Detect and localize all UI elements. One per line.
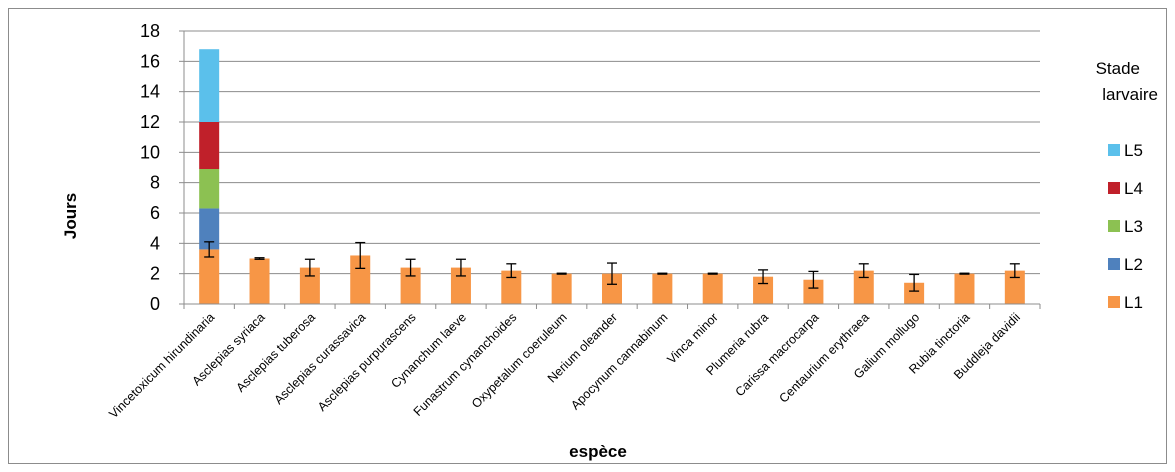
y-tick-label: 6 [150,203,160,223]
error-bar [758,269,769,285]
y-tick-label: 8 [150,173,160,193]
error-bar [959,272,970,275]
bar-l3 [199,169,220,209]
error-bar [355,241,366,270]
error-bar [707,272,718,275]
legend-label-l1: L1 [1124,293,1143,312]
bar-l1 [853,270,874,304]
legend-swatch-l5 [1108,144,1120,156]
grid-lines [184,30,1040,275]
x-axis-title: espèce [569,442,627,461]
legend-swatch-l1 [1108,296,1120,308]
bar-l4 [199,122,220,170]
x-tick-label: Funastrum cynanchoides [411,310,520,419]
bar-l1 [602,273,622,304]
bar-l1 [702,273,723,304]
bar-l5 [199,49,220,123]
y-tick-labels: 0 2 4 6 8 10 12 14 16 18 [140,21,160,314]
y-tick-label: 16 [140,51,160,71]
y-tick-label: 12 [140,112,160,132]
bar-l1 [954,273,975,304]
legend-title-line-2: larvaire [1102,85,1158,104]
error-bars [204,241,1020,292]
error-bar [607,262,617,285]
bar-l1 [350,255,371,304]
error-bar [808,270,819,289]
axes [179,30,1041,309]
x-tick-label: Centaurium erythraea [776,310,871,405]
y-tick-label: 4 [150,233,160,253]
legend-label-l4: L4 [1124,179,1143,198]
y-tick-label: 2 [150,264,160,284]
x-tick-label: Asclepias purpurascens [315,310,419,414]
x-tick-label: Apocynum cannabinum [568,310,670,412]
error-bar [204,241,215,258]
bar-l1 [904,282,925,304]
legend-swatch-l2 [1108,258,1120,270]
x-tick-label: Oxypetalum coeruleum [469,310,570,411]
legend-entries: L5 L4 L3 L2 L1 [1108,141,1143,312]
error-bar [254,257,265,260]
error-bar [657,272,668,275]
y-axis-title: Jours [61,193,80,239]
error-bar [858,263,869,279]
legend-label-l3: L3 [1124,217,1143,236]
bar-l1 [652,273,673,304]
legend-swatch-l4 [1108,182,1120,194]
legend-title-line-1: Stade [1096,59,1140,78]
x-tick-label: Vincetoxicum hirundinaria [106,310,217,421]
bar-l1 [199,249,220,304]
bar-l1 [551,273,572,304]
error-bar [556,272,567,275]
x-tick-label: Asclepias curassavica [272,310,369,407]
legend-label-l2: L2 [1124,255,1143,274]
bar-l1 [803,279,824,304]
legend: Stade larvaire L5 L4 L3 L2 L1 [1096,59,1158,312]
y-tick-label: 18 [140,21,160,41]
error-bar [455,258,466,277]
error-bar [506,263,517,279]
bar-l1 [501,270,522,304]
legend-swatch-l3 [1108,220,1120,232]
bar-l1 [249,258,270,304]
legend-label-l5: L5 [1124,141,1143,160]
error-bar [909,273,920,292]
bar-l1 [400,267,421,304]
y-tick-label: 14 [140,82,160,102]
error-bar [405,258,416,277]
bar-l1 [299,267,320,304]
y-tick-label: 0 [150,294,160,314]
x-tick-label: Carissa macrocarpa [733,310,822,399]
bar-l1 [450,267,471,304]
error-bar [304,258,315,277]
y-tick-label: 10 [140,142,160,162]
bar-l2 [199,208,220,250]
bar-l1 [1004,270,1025,304]
error-bar [1009,263,1020,279]
